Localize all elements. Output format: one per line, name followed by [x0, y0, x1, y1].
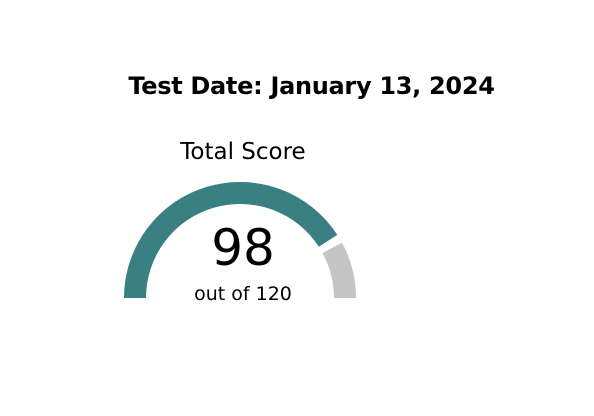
- gauge-fill: [124, 182, 338, 299]
- score-max-label: out of 120: [194, 283, 292, 305]
- gauge-track: [322, 242, 356, 299]
- score-value: 98: [211, 219, 275, 277]
- total-score-card: Total Score 98 out of 120: [123, 136, 363, 316]
- score-title: Total Score: [180, 139, 306, 165]
- score-gauge: [124, 182, 356, 299]
- test-date-heading: Test Date: January 13, 2024: [128, 72, 495, 100]
